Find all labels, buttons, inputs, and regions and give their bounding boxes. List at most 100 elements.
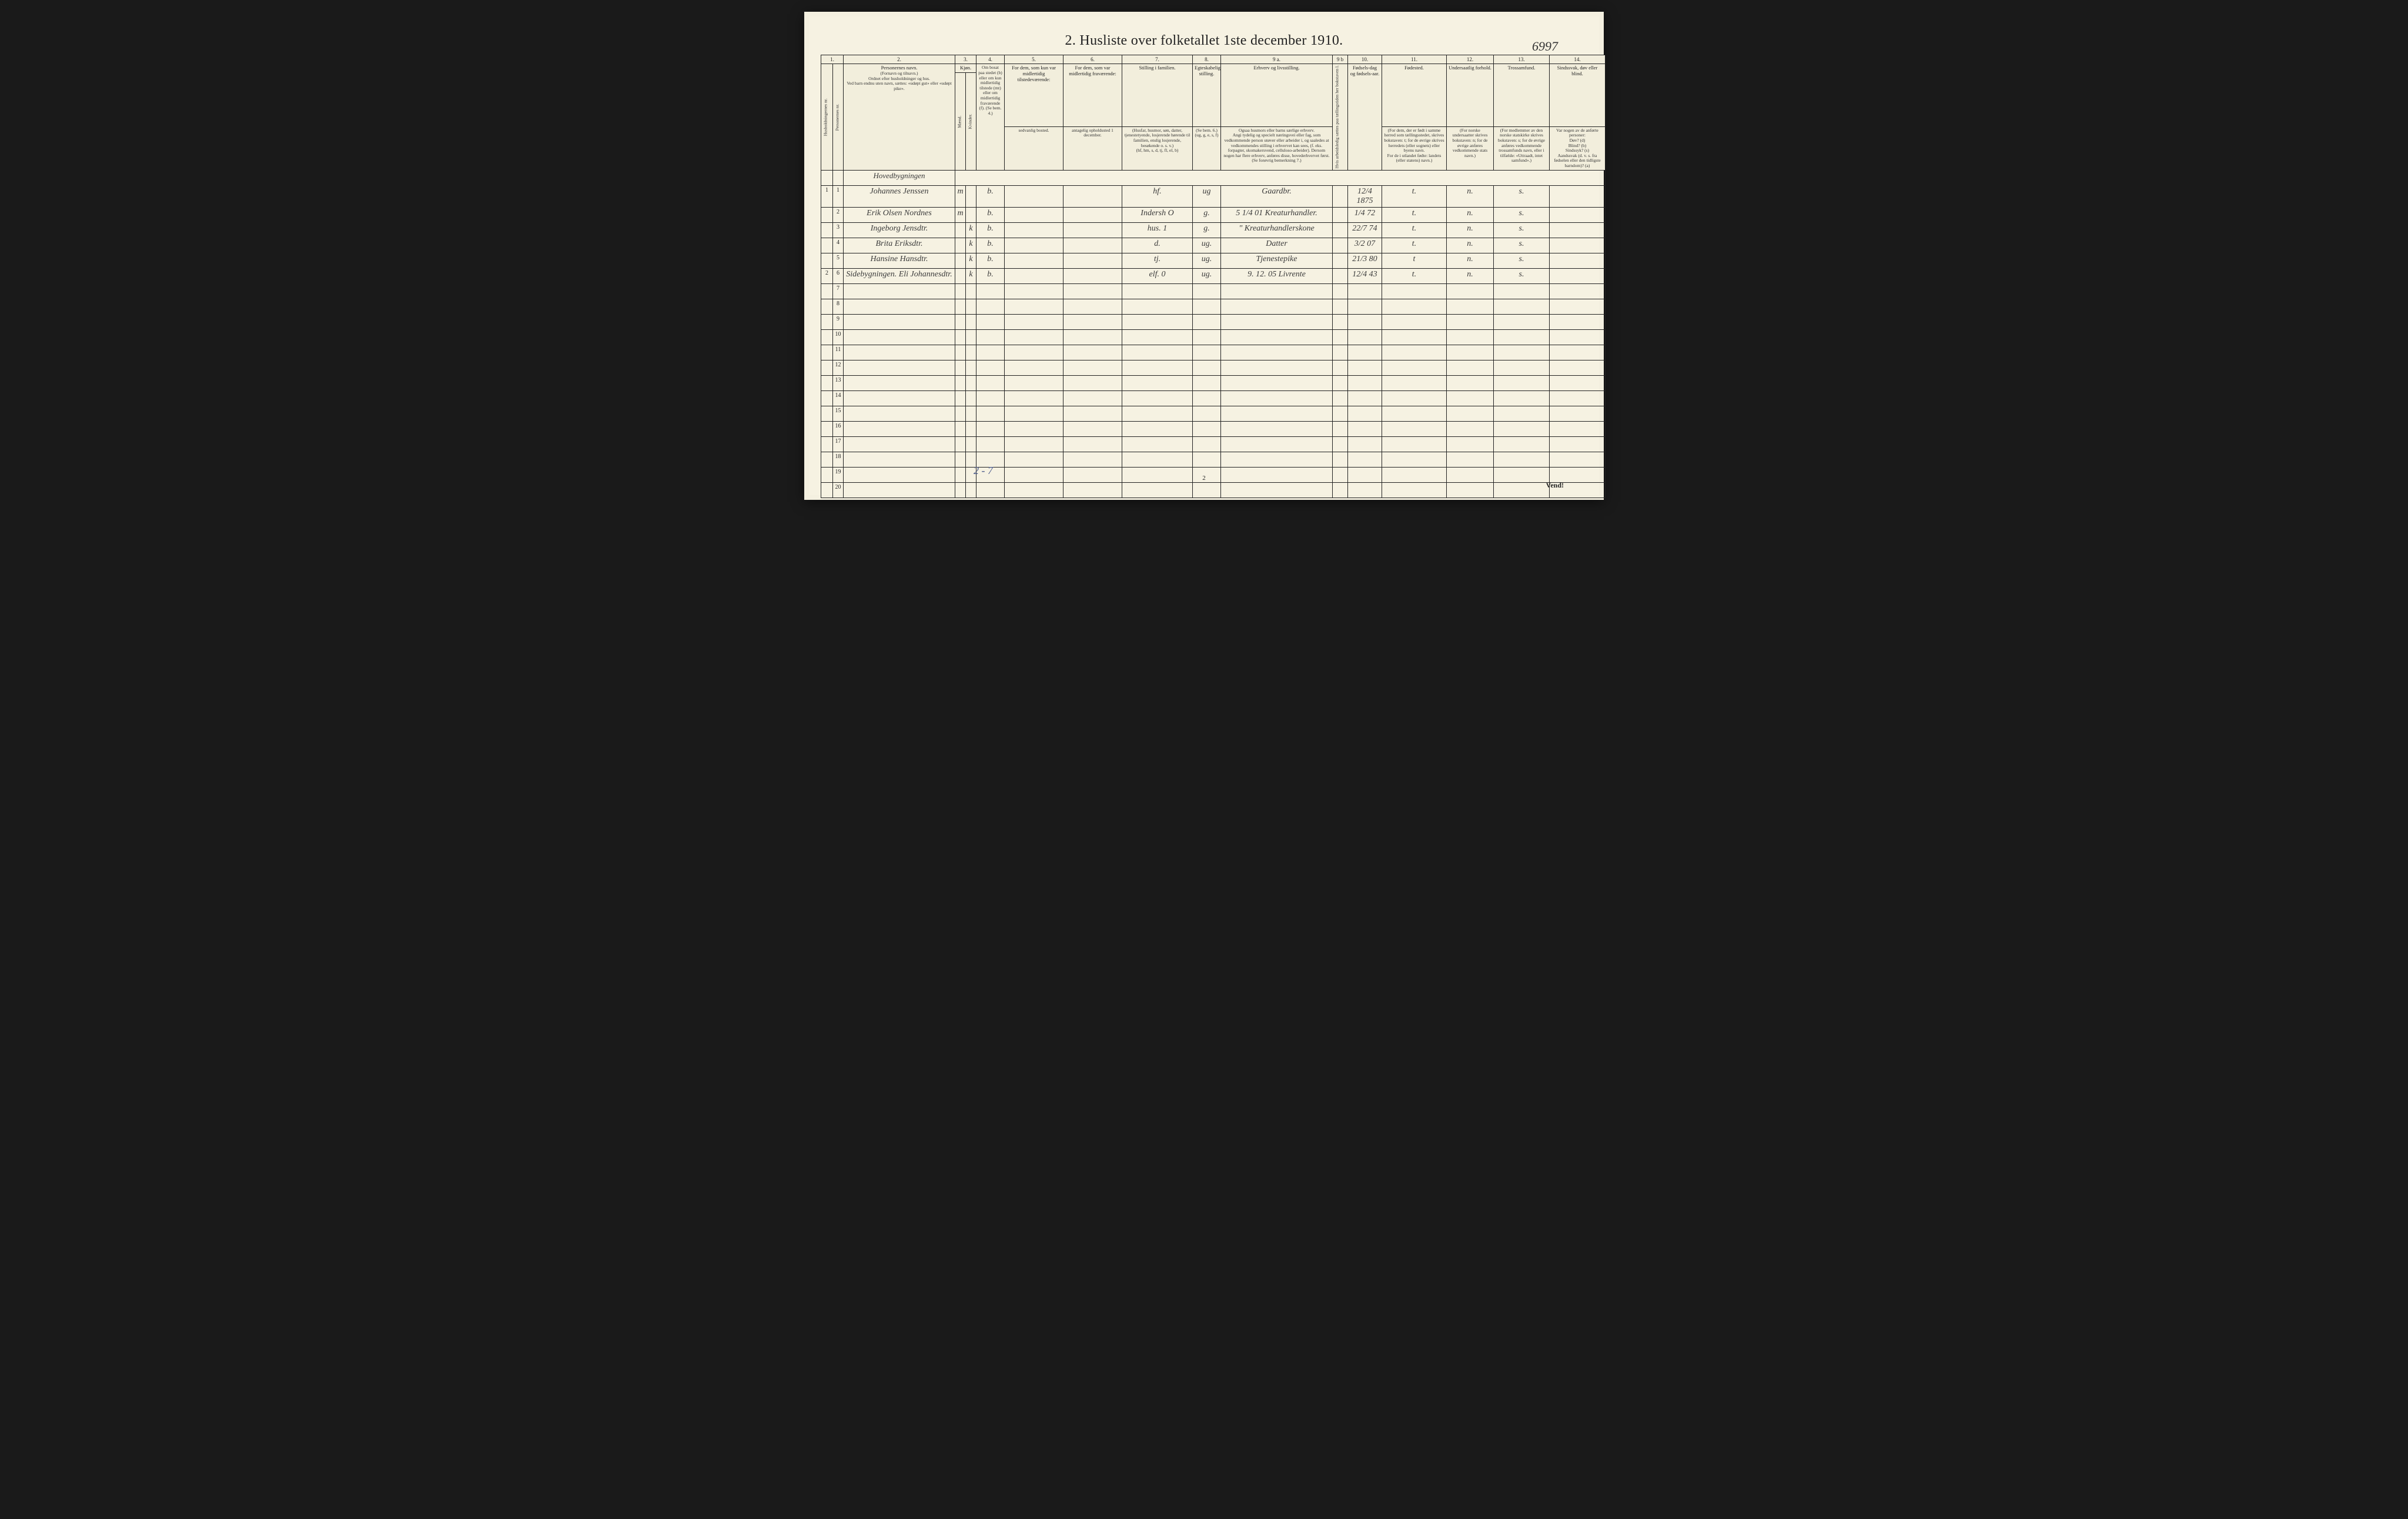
- cell-name: Brita Eriksdtr.: [844, 238, 955, 253]
- cell-b: b.: [976, 238, 1005, 253]
- cell-fam: d.: [1122, 238, 1193, 253]
- hdr-sindssvak: Sindssvak, døv eller blind.: [1550, 64, 1606, 126]
- cell-empty: [1193, 406, 1221, 421]
- cell-empty: 10: [833, 329, 844, 345]
- cell-empty: [966, 314, 976, 329]
- cell-empty: 17: [833, 436, 844, 452]
- cell-empty: [1005, 452, 1063, 467]
- table-row-empty: 7: [821, 283, 1606, 299]
- cell-empty: [1333, 314, 1348, 329]
- cell-empty: [821, 452, 833, 467]
- cell-hnr: 1: [821, 185, 833, 207]
- cell-c9b: [1333, 185, 1348, 207]
- cell-empty: [844, 390, 955, 406]
- cell-empty: [1122, 390, 1193, 406]
- cell-empty: [1005, 345, 1063, 360]
- cell-empty: [955, 482, 966, 498]
- cell-empty: [1333, 283, 1348, 299]
- cell-empty: [976, 314, 1005, 329]
- cell-c6: [1063, 238, 1122, 253]
- cell-empty: [1382, 283, 1447, 299]
- cell-empty: [1333, 436, 1348, 452]
- building-line: Hovedbygningen: [844, 170, 955, 185]
- cell-fdato: 12/4 1875: [1348, 185, 1382, 207]
- cell-empty: [976, 375, 1005, 390]
- hdr-c11-sub: (For dem, der er født i samme herred som…: [1382, 126, 1447, 170]
- colnum-2: 2.: [844, 55, 955, 64]
- cell-fsted: t.: [1382, 185, 1447, 207]
- cell-empty: [1382, 329, 1447, 345]
- cell-egt: ug.: [1193, 268, 1221, 283]
- cell-b: b.: [976, 185, 1005, 207]
- page-number-handwritten: 6997: [1532, 39, 1558, 54]
- cell-erhv: Tjenestepike: [1221, 253, 1333, 268]
- cell-fsted: t.: [1382, 222, 1447, 238]
- cell-empty: [1382, 345, 1447, 360]
- cell-empty: [1494, 360, 1550, 375]
- hdr-egteskab: Egteskabelig stilling.: [1193, 64, 1221, 126]
- cell-empty: [821, 390, 833, 406]
- cell-empty: [821, 360, 833, 375]
- hdr-arbeidsledig: Hvis arbeidsledig sættes paa tællingstid…: [1333, 64, 1348, 170]
- cell-empty: 16: [833, 421, 844, 436]
- cell-blank: [821, 170, 833, 185]
- cell-empty: 14: [833, 390, 844, 406]
- hdr-bosat: Om bosat paa stedet (b) eller om kun mid…: [976, 64, 1005, 170]
- cell-fam: hf.: [1122, 185, 1193, 207]
- cell-empty: [1221, 375, 1333, 390]
- cell-empty: [1063, 406, 1122, 421]
- cell-c9b: [1333, 253, 1348, 268]
- cell-empty: [976, 421, 1005, 436]
- cell-c14: [1550, 268, 1606, 283]
- cell-tro: s.: [1494, 268, 1550, 283]
- cell-fdato: 3/2 07: [1348, 238, 1382, 253]
- hdr-trossamfund: Trossamfund.: [1494, 64, 1550, 126]
- cell-empty: [1005, 360, 1063, 375]
- cell-empty: [1005, 390, 1063, 406]
- cell-empty: [1382, 406, 1447, 421]
- cell-pnr: 6: [833, 268, 844, 283]
- cell-empty: [1122, 299, 1193, 314]
- cell-pnr: 3: [833, 222, 844, 238]
- cell-empty: [976, 390, 1005, 406]
- cell-c6: [1063, 207, 1122, 222]
- cell-m: m: [955, 207, 966, 222]
- cell-empty: 12: [833, 360, 844, 375]
- table-row-empty: 10: [821, 329, 1606, 345]
- cell-und: n.: [1447, 207, 1494, 222]
- cell-k: [966, 185, 976, 207]
- hdr-name: Personernes navn. (Fornavn og tilnavn.) …: [844, 64, 955, 170]
- cell-empty: [1063, 299, 1122, 314]
- cell-empty: [1494, 421, 1550, 436]
- cell-empty: [955, 467, 966, 482]
- cell-fsted: t.: [1382, 207, 1447, 222]
- cell-fdato: 22/7 74: [1348, 222, 1382, 238]
- cell-fsted: t.: [1382, 238, 1447, 253]
- cell-egt: ug.: [1193, 238, 1221, 253]
- table-row: 11Johannes Jenssenmb.hf.ugGaardbr.12/4 1…: [821, 185, 1606, 207]
- cell-m: [955, 238, 966, 253]
- colnum-12: 12.: [1447, 55, 1494, 64]
- cell-empty: [1348, 436, 1382, 452]
- hdr-name-sub: (Fornavn og tilnavn.) Ordnet efter husho…: [845, 71, 953, 92]
- cell-empty: [1063, 360, 1122, 375]
- table-row-empty: 14: [821, 390, 1606, 406]
- page-content: 6997 2. Husliste over folketallet 1ste d…: [821, 33, 1587, 498]
- cell-empty: [1333, 360, 1348, 375]
- cell-empty: [955, 436, 966, 452]
- cell-empty: [821, 421, 833, 436]
- cell-empty: [1447, 421, 1494, 436]
- cell-empty: [1494, 345, 1550, 360]
- cell-empty: [1221, 467, 1333, 482]
- cell-c9b: [1333, 222, 1348, 238]
- cell-empty: [821, 436, 833, 452]
- cell-empty: [1447, 375, 1494, 390]
- cell-fam: tj.: [1122, 253, 1193, 268]
- cell-empty: [1333, 406, 1348, 421]
- table-row-empty: 9: [821, 314, 1606, 329]
- cell-name: Erik Olsen Nordnes: [844, 207, 955, 222]
- cell-empty: [1382, 467, 1447, 482]
- cell-empty: [821, 345, 833, 360]
- cell-empty: [1494, 482, 1550, 498]
- cell-empty: 13: [833, 375, 844, 390]
